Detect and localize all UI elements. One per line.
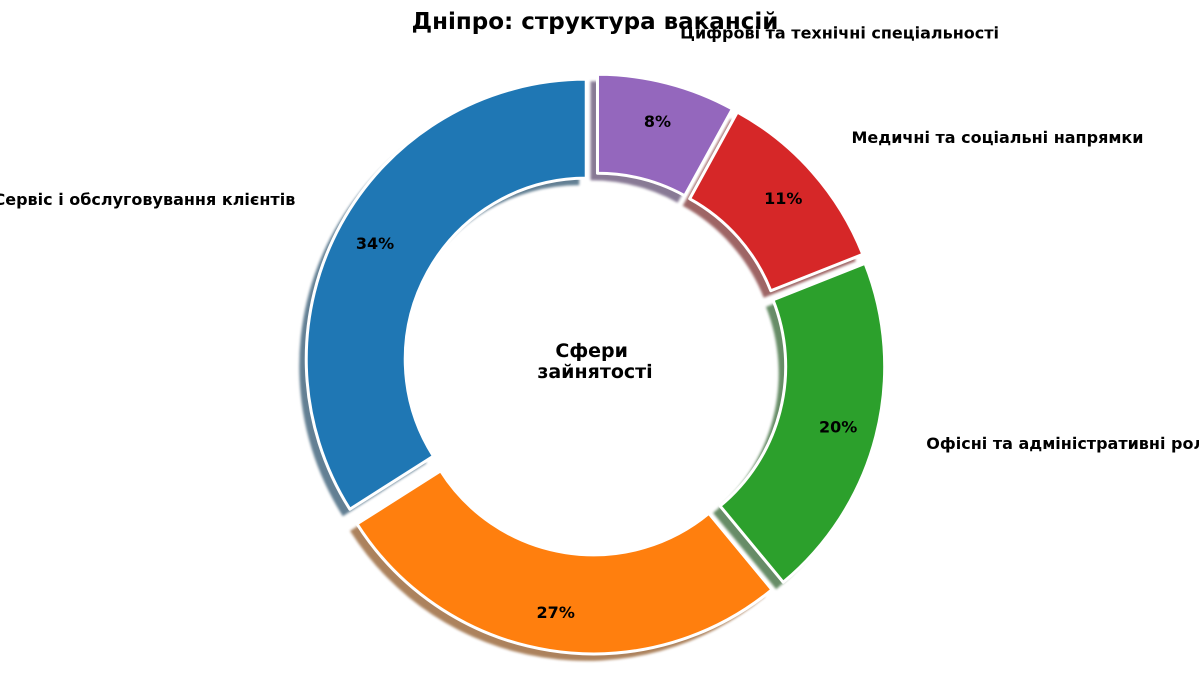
slice-3[interactable]: [718, 261, 887, 584]
center-label: Сфери зайнятості: [537, 340, 652, 383]
chart-title: Дніпро: структура вакансій: [412, 9, 779, 35]
slice-2[interactable]: [355, 469, 774, 656]
category-label-4: Медичні та соціальні напрямки: [852, 128, 1144, 147]
slice-4[interactable]: [688, 110, 865, 293]
category-labels: Сервіс і обслуговування клієнтівТоргівля…: [0, 24, 1199, 453]
percent-label-1: 34%: [356, 234, 394, 253]
center-label-line-1: Сфери: [555, 340, 628, 362]
category-label-3: Офісні та адміністративні ролі: [926, 434, 1199, 453]
slices: [304, 72, 887, 656]
category-label-1: Сервіс і обслуговування клієнтів: [0, 190, 295, 209]
percent-labels: 34% 27% 20% 11% 8%: [356, 112, 857, 622]
percent-label-3: 20%: [819, 417, 857, 436]
slice-5[interactable]: [595, 72, 734, 198]
slice-1[interactable]: [304, 77, 588, 511]
center-label-line-2: зайнятості: [537, 361, 652, 383]
category-label-5: Цифрові та технічні спеціальності: [680, 24, 999, 43]
percent-label-2: 27%: [537, 603, 575, 622]
percent-label-5: 8%: [644, 112, 671, 131]
percent-label-4: 11%: [764, 189, 802, 208]
